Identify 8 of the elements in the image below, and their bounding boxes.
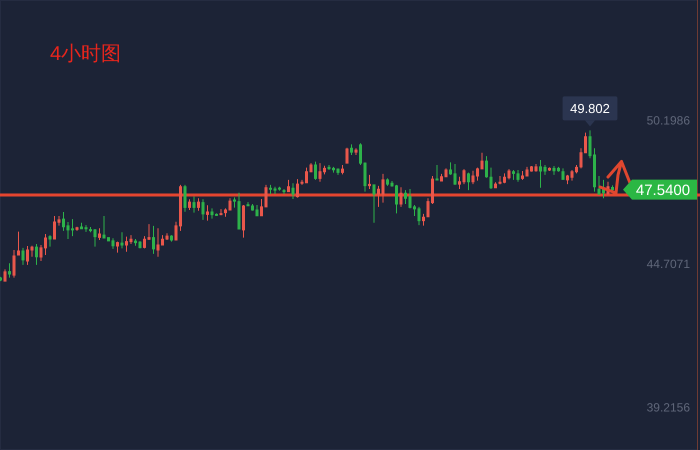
annotation: 47.5400 (636, 182, 690, 200)
y-tick-label: 44.7071 (646, 257, 690, 272)
callout: 49.802 (562, 96, 618, 126)
price-tag: 47.5400 (623, 180, 697, 200)
annotation: 49.802 (570, 100, 610, 116)
text: 4小时图 (50, 43, 122, 65)
y-tick-label: 39.2156 (646, 400, 690, 415)
y-tick-label: 50.1986 (646, 114, 690, 128)
